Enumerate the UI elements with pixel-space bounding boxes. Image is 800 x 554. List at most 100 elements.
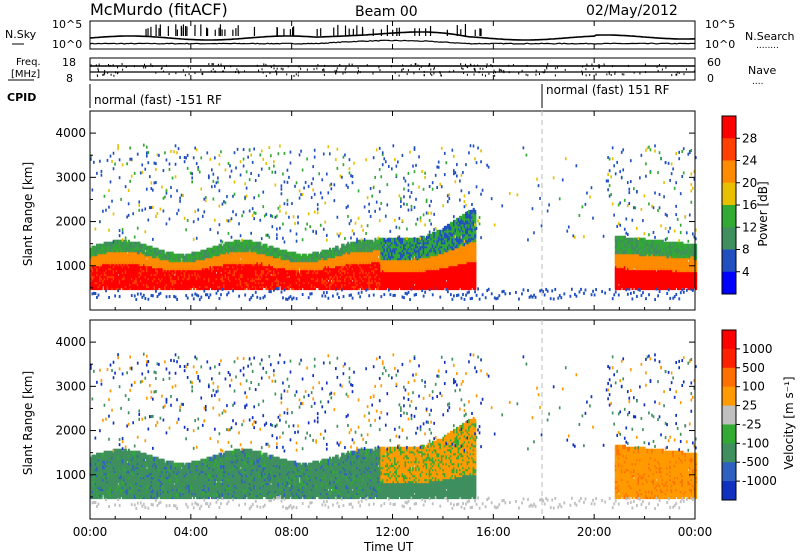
power-cell — [224, 241, 227, 247]
power-cell — [289, 161, 292, 165]
power-cell — [194, 257, 197, 263]
power-cell — [123, 279, 126, 285]
power-cell — [226, 259, 229, 265]
freq-dot — [280, 67, 282, 70]
power-cell — [338, 234, 340, 238]
power-cell — [262, 269, 265, 275]
power-cell — [365, 232, 367, 236]
power-cell — [375, 239, 378, 245]
power-cell — [244, 293, 247, 297]
power-cell — [121, 238, 124, 242]
freq-dot — [366, 64, 368, 67]
freq-dot — [633, 71, 635, 74]
power-cell — [372, 251, 375, 257]
power-cell — [124, 236, 127, 240]
power-cell — [339, 247, 342, 253]
power-cell — [206, 247, 209, 253]
power-cell — [265, 285, 268, 291]
power-cell — [233, 180, 236, 184]
power-cell — [312, 188, 314, 192]
freq-dot — [287, 65, 289, 68]
power-cell — [365, 288, 368, 292]
power-cell — [91, 255, 94, 261]
power-cell — [105, 289, 107, 293]
freq-dot — [431, 74, 433, 77]
power-cell — [123, 257, 126, 263]
power-cell — [400, 205, 402, 209]
freq-dot — [543, 71, 545, 74]
power-cell — [319, 223, 322, 227]
power-cell — [218, 204, 221, 208]
freq-dot — [554, 74, 556, 77]
nave-label: Nave — [748, 64, 776, 77]
power-cell — [374, 271, 377, 277]
power-cell — [229, 164, 231, 168]
power-cell — [138, 208, 141, 212]
power-cell — [124, 185, 127, 189]
power-cell — [327, 145, 330, 149]
power-cell — [292, 251, 295, 257]
power-cell — [186, 166, 189, 170]
power-cell — [248, 249, 251, 255]
power-cell — [204, 199, 207, 203]
power-cell — [159, 207, 162, 211]
power-cell — [313, 251, 316, 257]
freq-dot — [143, 63, 145, 66]
power-cell — [397, 236, 399, 240]
power-cell — [224, 168, 227, 172]
power-cell — [121, 231, 124, 235]
power-cell — [241, 238, 243, 242]
power-cell — [127, 202, 130, 206]
power-cell — [242, 148, 245, 152]
power-cell — [224, 273, 227, 279]
power-cell — [232, 245, 235, 251]
freq-dot — [665, 66, 667, 69]
freq-dot — [344, 71, 346, 74]
power-cell — [188, 275, 191, 281]
freq-dot — [238, 71, 240, 74]
power-cell — [288, 277, 291, 283]
power-cell — [203, 269, 206, 275]
power-cell — [260, 269, 264, 275]
power-cell — [401, 237, 404, 243]
freq-dot — [273, 67, 275, 70]
freq-dot — [464, 63, 466, 66]
freq-dot — [115, 71, 117, 74]
power-cell — [206, 293, 209, 297]
power-cell — [330, 249, 333, 255]
power-cell — [141, 295, 144, 299]
power-cell — [286, 168, 289, 172]
freq-dot — [482, 67, 484, 70]
power-cell — [168, 283, 171, 289]
freq-dot — [98, 63, 100, 66]
power-cell — [330, 182, 333, 186]
power-cell — [223, 243, 226, 249]
nave-legend: .... — [752, 77, 763, 87]
power-cell — [130, 241, 133, 247]
power-cell — [135, 251, 138, 257]
power-cell — [112, 151, 115, 155]
power-cell — [245, 239, 248, 245]
power-cell — [93, 245, 96, 251]
power-cell — [280, 249, 283, 255]
power-cell — [133, 275, 136, 281]
freq-dot — [481, 73, 483, 76]
power-cell — [198, 170, 201, 174]
power-cell — [309, 292, 312, 296]
power-cell — [117, 259, 120, 265]
power-cell — [218, 153, 221, 157]
power-cell — [245, 194, 248, 198]
power-cell — [207, 277, 211, 283]
power-cell — [328, 247, 332, 253]
power-cell — [276, 214, 278, 218]
power-cell — [328, 257, 332, 263]
power-cell — [141, 170, 144, 174]
power-cell — [198, 255, 202, 261]
power-cell — [372, 277, 375, 283]
power-cell — [300, 149, 302, 153]
power-cell — [369, 214, 372, 218]
power-cell — [156, 255, 159, 261]
power-cell — [174, 144, 177, 148]
power-cell — [220, 265, 223, 271]
power-cell — [195, 251, 198, 257]
